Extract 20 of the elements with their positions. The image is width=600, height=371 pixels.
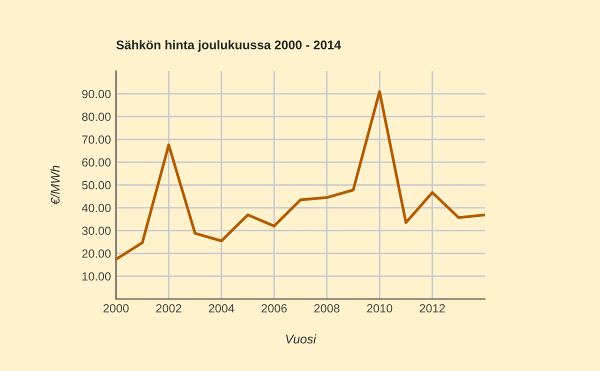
x-axis-title: Vuosi xyxy=(286,334,316,344)
y-tick-label: 30.00 xyxy=(82,226,111,235)
y-tick-label: 50.00 xyxy=(82,181,111,190)
y-tick-label: 80.00 xyxy=(82,112,111,121)
y-tick-label: 70.00 xyxy=(82,135,111,144)
y-tick-label: 60.00 xyxy=(82,158,111,167)
x-tick-label: 2002 xyxy=(156,304,182,313)
y-tick-label: 40.00 xyxy=(82,204,111,212)
line-series xyxy=(116,90,485,261)
chart-title: Sähkön hinta joulukuussa 2000 - 2014 xyxy=(116,40,342,52)
y-tick-label: 10.00 xyxy=(82,272,111,281)
x-tick-label: 2004 xyxy=(208,304,234,313)
x-tick-label: 2006 xyxy=(262,304,287,313)
x-tick-label: 2010 xyxy=(367,304,392,313)
x-tick-label: 2000 xyxy=(103,304,129,313)
y-tick-label: 90.00 xyxy=(82,90,111,98)
y-axis-title: €/MWh xyxy=(50,166,60,205)
x-tick-label: 2008 xyxy=(314,304,340,313)
x-tick-label: 2012 xyxy=(420,304,445,313)
y-tick-label: 20.00 xyxy=(82,249,111,258)
